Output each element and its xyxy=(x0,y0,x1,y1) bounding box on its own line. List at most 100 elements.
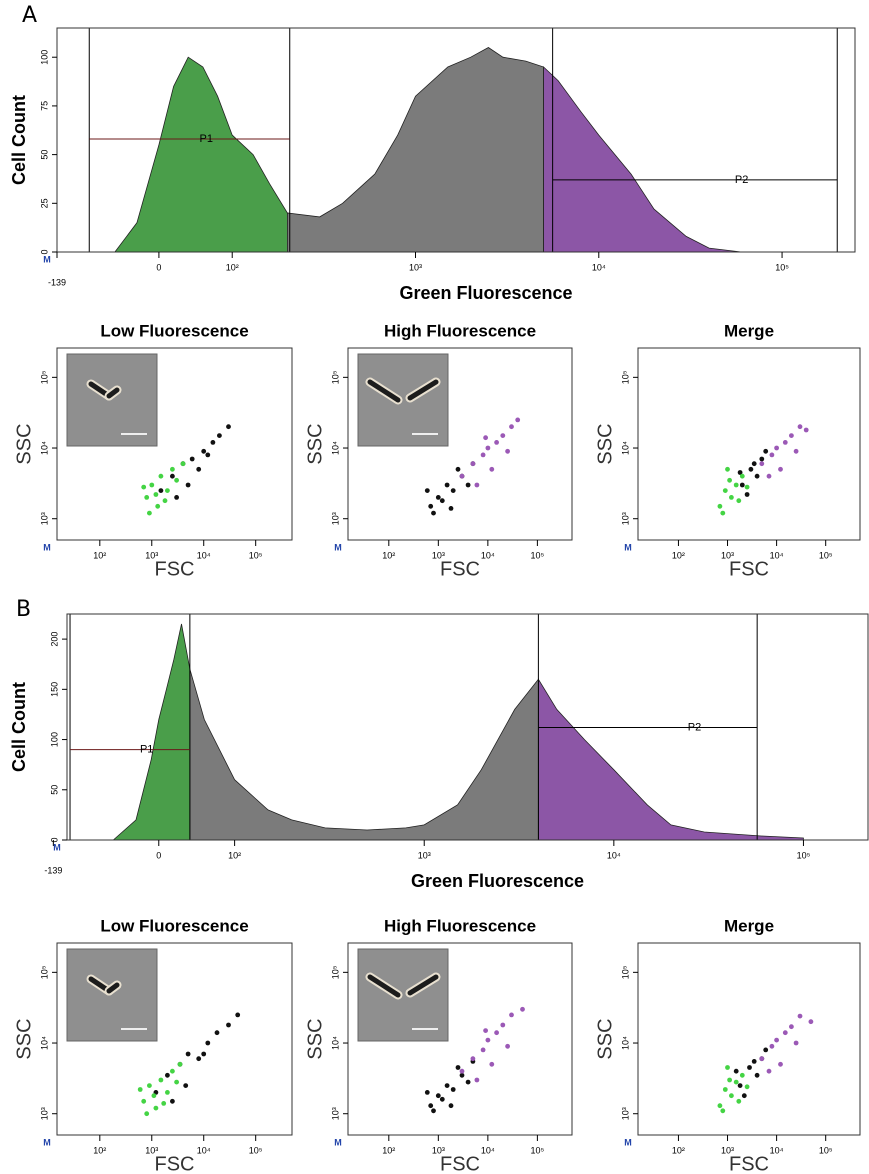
scatter-point xyxy=(737,1083,743,1088)
y-tick-label: 10⁴ xyxy=(620,1036,630,1050)
chart-title: Merge xyxy=(724,916,774,935)
scatter-point xyxy=(439,1096,445,1102)
x-tick-label: 10⁵ xyxy=(819,1145,833,1155)
x-axis-title: Green Fluorescence xyxy=(411,871,584,891)
plot-frame xyxy=(637,942,861,1136)
scatter-point xyxy=(217,433,222,438)
chart: P1 P2 -139 0 10² 10³ 10⁴ 10⁵ 0 50 100 150 200 M Green … xyxy=(9,613,869,891)
scatter-point xyxy=(789,1024,794,1030)
scatter-point xyxy=(778,1061,783,1067)
scatter-point xyxy=(725,1065,730,1070)
origin-marker: M xyxy=(334,542,342,552)
y-axis-title: SSC xyxy=(594,1018,616,1059)
x-tick-label: 10⁴ xyxy=(481,550,495,560)
x-tick-label: 10⁴ xyxy=(197,1145,211,1155)
chart: 10² 10³ 10⁴ 10⁵ 10³ 10⁴ 10⁵ M High Fluorescence F… xyxy=(304,916,573,1174)
scatter-point xyxy=(147,510,152,516)
scatter-point xyxy=(165,1072,170,1078)
scatter-point xyxy=(470,461,476,467)
scatter-point xyxy=(185,1051,191,1057)
scatter-point xyxy=(205,452,211,458)
x-tick-label: 10⁴ xyxy=(481,1145,495,1155)
scatter-point xyxy=(149,482,155,488)
y-tick-label: 50 xyxy=(39,150,49,160)
y-axis-title: SSC xyxy=(594,423,616,464)
x-tick-label: 10⁵ xyxy=(531,550,545,560)
scatter-point xyxy=(185,482,191,488)
scatter-point xyxy=(474,1077,480,1083)
plot-frame xyxy=(347,347,573,541)
scatter-point xyxy=(465,1079,471,1085)
scatter-point xyxy=(500,433,506,438)
scatter-point xyxy=(431,1108,436,1114)
scatter-point xyxy=(754,1072,760,1078)
x-tick-label: 10² xyxy=(382,1145,395,1155)
cell xyxy=(407,379,439,401)
cell xyxy=(367,974,401,998)
y-tick-label: 50 xyxy=(49,785,59,795)
y-tick-label: 10⁵ xyxy=(620,370,630,384)
scatter-point xyxy=(720,1108,726,1114)
x-axis-title: FSC xyxy=(155,1153,195,1174)
y-tick-label: 10⁴ xyxy=(330,441,340,455)
plot-frame xyxy=(66,613,869,841)
scatter-point xyxy=(489,466,495,472)
gate-name: P1 xyxy=(200,133,213,145)
y-tick-label: 0 xyxy=(49,837,59,842)
scatter-point xyxy=(424,488,430,493)
x-tick-label: 10³ xyxy=(145,550,158,560)
x-axis-title: FSC xyxy=(729,558,769,580)
scatter-point xyxy=(782,1030,788,1036)
x-axis-title: Green Fluorescence xyxy=(399,283,572,303)
scatter-point xyxy=(489,1061,495,1067)
chart-title: Low Fluorescence xyxy=(100,916,248,935)
y-tick-label: 10⁵ xyxy=(330,965,340,979)
scatter-point xyxy=(739,473,745,479)
scatter-point xyxy=(741,1093,747,1099)
scatter-point xyxy=(158,473,164,479)
y-tick-label: 10⁴ xyxy=(39,1036,49,1050)
x-tick-label: 10³ xyxy=(432,1145,445,1155)
histogram-area xyxy=(543,66,742,253)
scatter-point xyxy=(141,1098,147,1104)
scatter-point xyxy=(196,1056,202,1062)
histogram-area xyxy=(112,623,191,841)
x-tick-label: 10² xyxy=(672,550,685,560)
scatter-point xyxy=(722,488,728,493)
y-tick-label: 10⁵ xyxy=(39,370,49,384)
scatter-point xyxy=(450,488,456,493)
scatter-point xyxy=(789,433,794,438)
scatter-point xyxy=(170,466,175,472)
x-tick-label: -139 xyxy=(44,865,62,875)
scatter-point xyxy=(727,477,732,483)
y-tick-label: 0 xyxy=(39,249,49,254)
scatter-point xyxy=(751,1059,757,1064)
origin-marker: M xyxy=(334,1137,342,1147)
scatter-point xyxy=(803,427,809,433)
scatter-point xyxy=(435,1093,441,1099)
scatter-point xyxy=(744,484,750,490)
y-tick-label: 100 xyxy=(39,50,49,65)
origin-marker: M xyxy=(43,1137,51,1147)
chart-title: Low Fluorescence xyxy=(100,321,248,340)
scatter-point xyxy=(158,488,164,493)
y-axis-title: SSC xyxy=(13,423,35,464)
scatter-point xyxy=(494,1030,499,1036)
histogram-area xyxy=(538,677,804,841)
x-tick-label: 10² xyxy=(672,1145,685,1155)
x-tick-label: 10⁴ xyxy=(770,550,784,560)
y-axis-title: SSC xyxy=(13,1018,35,1059)
scatter-point xyxy=(144,1111,150,1117)
scatter-point xyxy=(480,452,486,458)
x-tick-label: 10³ xyxy=(721,1145,734,1155)
x-tick-label: 0 xyxy=(156,850,161,860)
x-axis-title: FSC xyxy=(729,1153,769,1174)
scatter-point xyxy=(210,440,216,445)
scatter-point xyxy=(162,498,168,504)
y-axis-title: SSC xyxy=(304,1018,326,1059)
scatter-point xyxy=(736,498,742,504)
scatter-point xyxy=(485,445,491,451)
scatter-point xyxy=(769,452,775,458)
x-tick-label: 10⁴ xyxy=(607,850,621,860)
scatter-point xyxy=(450,1087,456,1092)
